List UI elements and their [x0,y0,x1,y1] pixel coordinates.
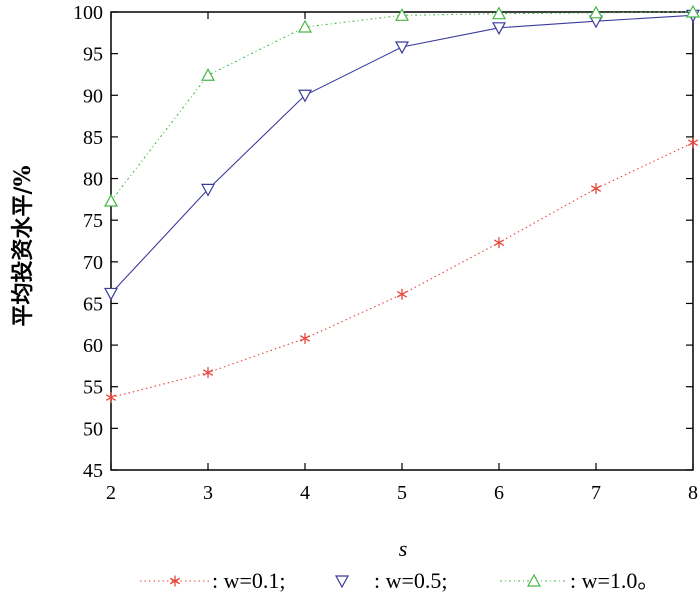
data-point-w10 [491,6,507,20]
y-axis-label: 平均投资水平/% [10,165,36,326]
y-tick-label: 50 [83,418,103,440]
y-axis: 45 50 55 60 65 70 75 80 85 90 95 100 [73,2,693,482]
data-point-w10 [394,8,410,21]
data-point-w05 [297,89,313,103]
series-w10 [103,4,700,207]
y-tick-label: 70 [83,252,103,274]
y-tick-label: 45 [83,460,103,482]
y-tick-label: 85 [83,127,103,149]
y-tick-label: 90 [83,85,103,107]
legend-label: : w=1.0。 [570,568,659,593]
data-point-w05 [491,22,507,36]
x-axis: 2 3 4 5 6 7 8 [106,12,698,504]
plot-frame [110,11,694,471]
data-point-w10 [685,4,700,18]
data-point-w01 [493,237,505,249]
data-point-w01 [396,288,408,300]
legend-marker [334,575,350,589]
legend-item-w10: : w=1.0。 [500,568,659,593]
x-tick-label: 8 [688,482,698,504]
x-tick-label: 3 [203,482,213,504]
x-tick-label: 5 [397,482,407,504]
data-point-w10 [297,19,313,33]
x-tick-label: 4 [300,482,310,504]
x-axis-label: s [399,536,408,561]
legend-item-w05: : w=0.5; [334,568,448,593]
data-point-w10 [588,5,604,19]
data-point-w05 [103,287,119,301]
x-tick-label: 6 [494,482,504,504]
legend-label: : w=0.5; [374,568,448,593]
legend-label: : w=0.1; [212,568,286,593]
x-tick-label: 2 [106,482,116,504]
legend-marker [169,575,181,587]
y-tick-label: 100 [73,2,103,24]
data-point-w10 [103,193,119,207]
data-point-w05 [394,41,410,55]
series-layer [103,4,700,404]
y-tick-label: 65 [83,293,103,315]
x-tick-label: 7 [591,482,601,504]
data-point-w05 [200,183,216,197]
data-point-w01 [590,183,602,195]
legend-item-w01: : w=0.1; [140,568,286,593]
data-point-w01 [202,367,214,379]
y-tick-label: 55 [83,377,103,399]
legend-marker [526,573,542,587]
series-line-w10 [110,11,694,202]
series-w05 [103,9,700,301]
data-point-w10 [200,68,216,81]
y-tick-label: 80 [83,169,103,191]
series-w01 [105,137,699,404]
plot-area [110,11,694,471]
y-tick-label: 60 [83,335,103,357]
data-point-w01 [105,392,117,404]
y-tick-label: 75 [83,210,103,232]
legend: : w=0.1; : w=0.5; : w=1.0。 [140,568,659,593]
data-point-w01 [299,332,311,344]
series-line-w05 [110,14,694,294]
y-tick-label: 95 [83,44,103,66]
data-point-w01 [687,137,699,149]
series-line-w01 [110,142,694,399]
